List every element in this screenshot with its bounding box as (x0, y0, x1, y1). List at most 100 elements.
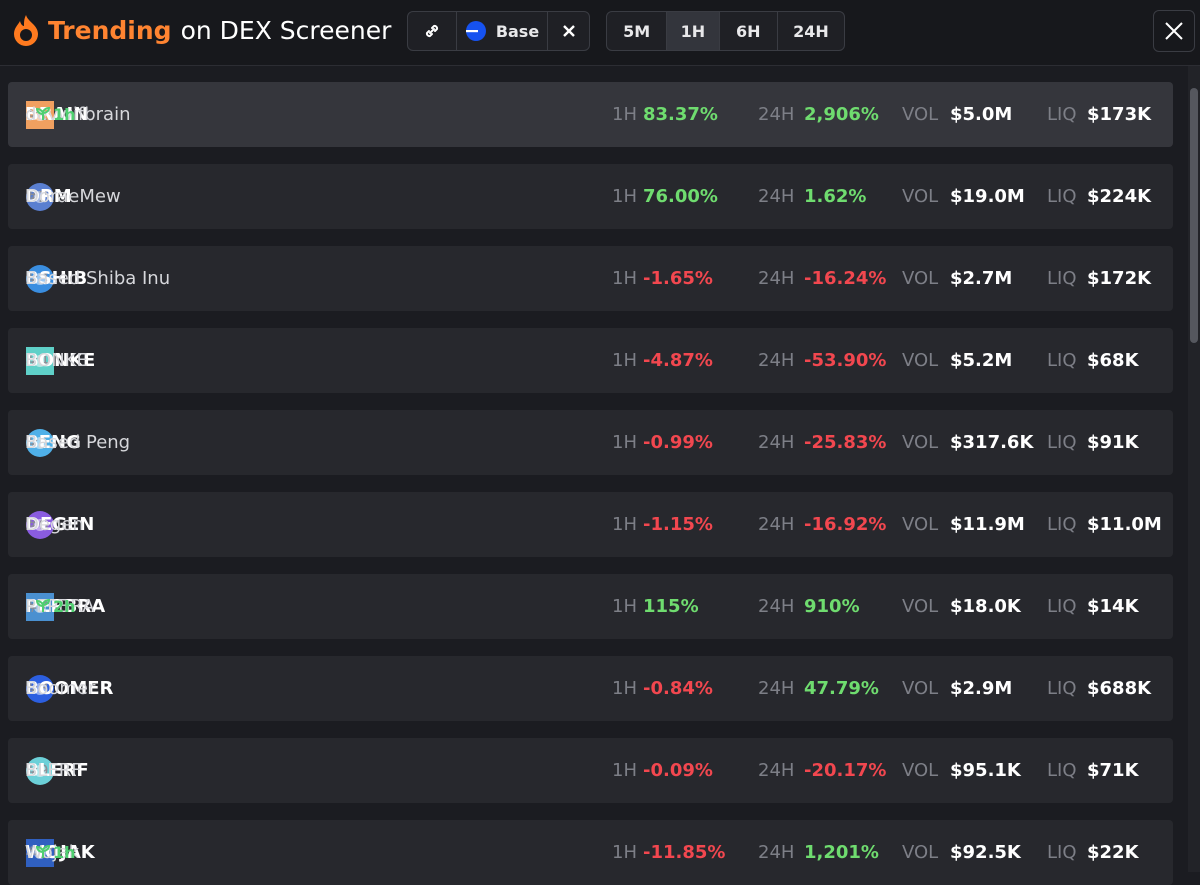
column-label: VOL (902, 678, 939, 699)
clear-chain[interactable] (548, 12, 589, 50)
flame-icon (14, 15, 38, 46)
column-label: LIQ (1047, 104, 1077, 125)
change-24h: 47.79% (804, 678, 879, 699)
token-icon (26, 182, 54, 211)
brand[interactable]: Trending on DEX Screener (12, 14, 391, 46)
column-label: LIQ (1047, 596, 1077, 617)
symbol: BSHIB (25, 268, 88, 289)
column-label: 1H (612, 596, 637, 617)
volume: $11.9M (950, 514, 1025, 535)
column-label: 24H (758, 268, 795, 289)
volume: $2.9M (950, 678, 1013, 699)
token-row[interactable]: #4 BONKE BONKE 1H -4.87% 24H -53.90% VOL $5.2M LI… (8, 328, 1173, 393)
icon-detail (34, 354, 46, 367)
change-1h: 76.00% (643, 186, 718, 207)
token-row[interactable]: #2 DRM DoraeMew 1H 76.00% 24H 1.62% VOL $19.0M LI… (8, 164, 1173, 229)
column-label: 1H (612, 760, 637, 781)
rank: #5 (25, 433, 49, 452)
seedling (35, 844, 51, 858)
column-label: VOL (902, 596, 939, 617)
token-name: Based Peng (25, 432, 131, 453)
token-row[interactable]: #8 BOOMER Boomer 1H -0.84% 24H 47.79% VOL $2.9M L… (8, 656, 1173, 721)
token-list: #1 BRAIN devwifbrain 1h 1H 83.37% 24H 2,906% VOL… (0, 66, 1188, 885)
column-label: 24H (758, 596, 795, 617)
column-label: LIQ (1047, 678, 1077, 699)
volume: $92.5K (950, 842, 1021, 863)
liquidity: $172K (1087, 268, 1152, 289)
column-label: VOL (902, 514, 939, 535)
rank: #3 (25, 269, 49, 288)
liquidity: $173K (1087, 104, 1152, 125)
rank: #8 (25, 679, 49, 698)
token-name: Based Shiba Inu (25, 268, 171, 289)
timeframe-tab[interactable]: 6H (718, 12, 777, 50)
token-row[interactable]: #9 BLERF BLERF 1H -0.09% 24H -20.17% VOL $95.1K L… (8, 738, 1173, 803)
token-info: #7 PEPBRA PEPBRA 2h (25, 574, 105, 639)
seedling (35, 106, 51, 120)
token-row[interactable]: #10 WOJAK Wojak 1h 1H -11.85% 24H 1,201% VOL $92.… (8, 820, 1173, 885)
change-1h: -11.85% (643, 842, 726, 863)
column-label: LIQ (1047, 268, 1077, 289)
volume: $5.2M (950, 350, 1013, 371)
column-label: LIQ (1047, 842, 1077, 863)
column-label: VOL (902, 842, 939, 863)
token-info: #1 BRAIN devwifbrain 1h (25, 82, 130, 147)
icon-detail (34, 764, 46, 777)
liquidity: $224K (1087, 186, 1152, 207)
age: 2h (53, 597, 76, 616)
liquidity: $68K (1087, 350, 1139, 371)
change-1h: -0.84% (643, 678, 713, 699)
token-name: DoraeMew (25, 186, 121, 207)
timeframe-tab[interactable]: 24H (776, 12, 844, 50)
column-label: LIQ (1047, 186, 1077, 207)
token-info: #10 WOJAK Wojak 1h (25, 820, 95, 885)
chain-button[interactable]: Base (457, 12, 548, 50)
token-row[interactable]: #1 BRAIN devwifbrain 1h 1H 83.37% 24H 2,906% VOL… (8, 82, 1173, 147)
column-label: LIQ (1047, 432, 1077, 453)
liquidity: $11.0M (1087, 514, 1162, 535)
icon-detail (34, 682, 46, 695)
symbol: BONKE (25, 350, 96, 371)
liquidity: $91K (1087, 432, 1139, 453)
top-bar: Trending on DEX Screener Base 5M 1H 6H 24H (0, 0, 1200, 66)
link-button[interactable] (408, 12, 457, 50)
token-info: #6 DEGEN Degen (25, 492, 94, 557)
symbol: BENG (25, 432, 81, 453)
column-label: 24H (758, 514, 795, 535)
token-row[interactable]: #6 DEGEN Degen 1H -1.15% 24H -16.92% VOL $11.9M L… (8, 492, 1173, 557)
symbol: DEGEN (25, 514, 95, 535)
column-label: 1H (612, 104, 637, 125)
column-label: LIQ (1047, 760, 1077, 781)
token-info: #2 DRM DoraeMew (25, 164, 121, 229)
seedling (35, 598, 51, 612)
timeframe-tab[interactable]: 5M (623, 21, 651, 41)
symbol: BOOMER (25, 678, 114, 699)
scroll-thumb[interactable] (1190, 88, 1198, 343)
link-icon (425, 24, 439, 38)
age: 1h (53, 843, 76, 862)
change-1h: 83.37% (643, 104, 718, 125)
column-label: VOL (902, 432, 939, 453)
token-row[interactable]: #3 BSHIB Based Shiba Inu 1H -1.65% 24H -16.24%… (8, 246, 1173, 311)
x-icon (562, 25, 575, 37)
token-icon (26, 756, 54, 785)
token-info: #8 BOOMER Boomer (25, 656, 113, 721)
close-button[interactable] (1153, 10, 1195, 52)
column-label: LIQ (1047, 350, 1077, 371)
column-label: 1H (612, 678, 637, 699)
timeframe-tab[interactable]: 1H (666, 12, 719, 50)
token-row[interactable]: #5 BENG Based Peng 1H -0.99% 24H -25.83% VOL $31… (8, 410, 1173, 475)
base-logo (465, 21, 486, 41)
seedling-icon (35, 106, 51, 120)
change-24h: -20.17% (804, 760, 887, 781)
liquidity: $22K (1087, 842, 1139, 863)
token-info: #5 BENG Based Peng (25, 410, 130, 475)
age-badge: 2h (35, 574, 76, 639)
volume: $5.0M (950, 104, 1013, 125)
column-label: VOL (902, 760, 939, 781)
column-label: 24H (758, 104, 795, 125)
brand-text: Trending (48, 15, 172, 45)
token-row[interactable]: #7 PEPBRA PEPBRA 2h 1H 115% 24H 910% VOL $18.0K LI… (8, 574, 1173, 639)
liquidity: $688K (1087, 678, 1152, 699)
age: 1h (53, 105, 76, 124)
